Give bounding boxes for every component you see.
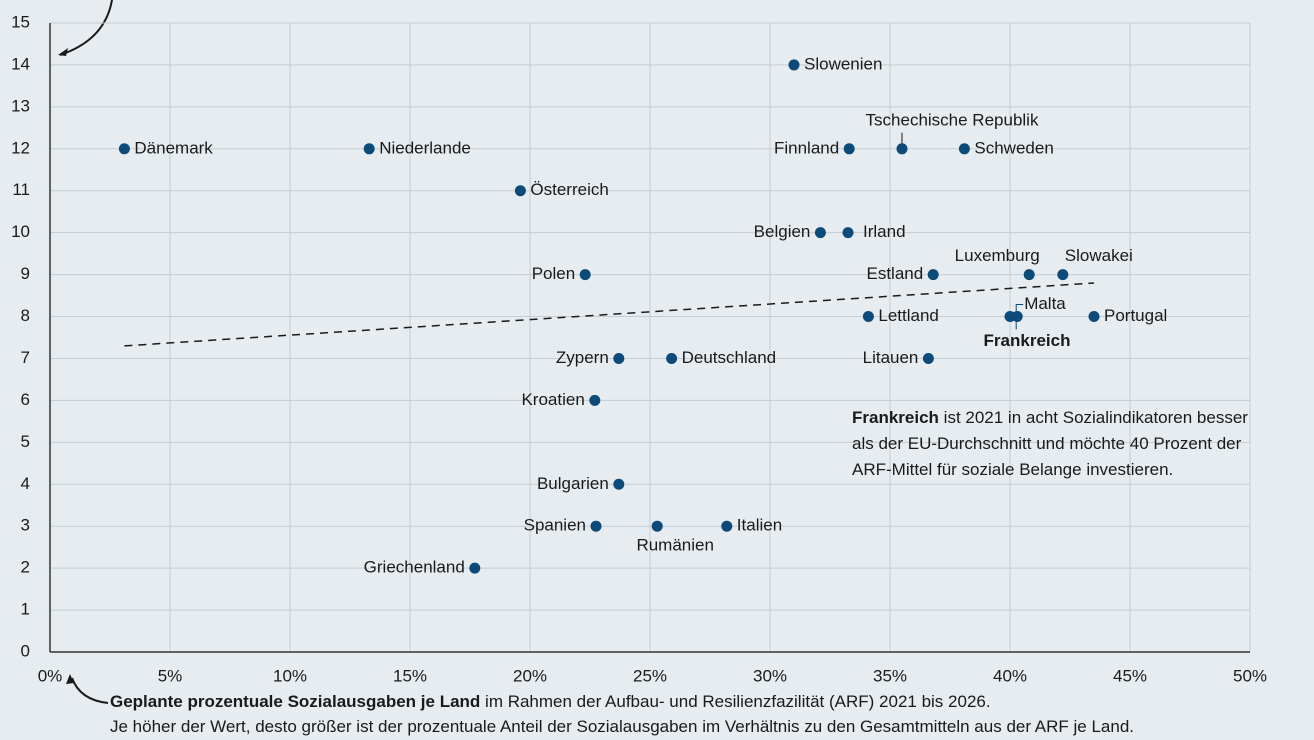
point-label: Litauen <box>863 348 919 367</box>
point <box>721 520 733 532</box>
point <box>1011 311 1023 323</box>
point <box>514 185 526 197</box>
point-label: Tschechische Republik <box>866 110 1039 129</box>
y-tick-label: 10 <box>11 222 30 241</box>
y-tick-label: 3 <box>21 516 30 535</box>
x-tick-label: 30% <box>753 666 787 685</box>
point <box>590 520 602 532</box>
x-tick-label: 40% <box>993 666 1027 685</box>
x-tick-label: 10% <box>273 666 307 685</box>
point-label: Lettland <box>878 306 939 325</box>
point <box>862 311 874 323</box>
point-label: Bulgarien <box>537 474 609 493</box>
point-label: Schweden <box>974 138 1053 157</box>
y-tick-label: 2 <box>21 558 30 577</box>
point <box>118 143 130 155</box>
y-tick-label: 15 <box>11 12 30 31</box>
point <box>363 143 375 155</box>
point <box>1088 311 1100 323</box>
point-label: Polen <box>532 264 575 283</box>
point-label: Griechenland <box>364 558 465 577</box>
point-label: Irland <box>863 222 906 241</box>
point <box>896 143 908 155</box>
point-label: Estland <box>866 264 923 283</box>
point-label: Slowakei <box>1065 246 1133 265</box>
point <box>843 143 855 155</box>
point <box>814 227 826 239</box>
point <box>666 352 678 364</box>
y-tick-label: 8 <box>21 306 30 325</box>
point <box>958 143 970 155</box>
y-tick-label: 6 <box>21 390 30 409</box>
y-tick-label: 13 <box>11 96 30 115</box>
y-tick-label: 9 <box>21 264 30 283</box>
x-tick-label: 20% <box>513 666 547 685</box>
point-label: Luxemburg <box>955 246 1040 265</box>
y-tick-label: 7 <box>21 348 30 367</box>
x-label-line2: Je höher der Wert, desto größer ist der … <box>110 717 1135 736</box>
y-tick-label: 5 <box>21 432 30 451</box>
x-tick-label: 25% <box>633 666 667 685</box>
x-tick-label: 5% <box>158 666 183 685</box>
point <box>613 352 625 364</box>
point-label: Malta <box>1024 294 1066 313</box>
y-tick-label: 0 <box>21 641 30 660</box>
point <box>651 520 663 532</box>
point <box>1057 269 1069 281</box>
point-label: Finnland <box>774 138 839 157</box>
point-label: Deutschland <box>682 348 777 367</box>
point <box>1023 269 1035 281</box>
x-tick-label: 15% <box>393 666 427 685</box>
point-label: Slowenien <box>804 54 882 73</box>
point-label: Kroatien <box>521 390 584 409</box>
point-label: Spanien <box>524 516 586 535</box>
point-label: Belgien <box>754 222 811 241</box>
annotation-text: ist 2021 in acht Sozialindikatoren besse… <box>852 408 1248 479</box>
point <box>842 227 854 239</box>
arrow <box>59 0 113 56</box>
trend-line <box>124 282 1095 347</box>
y-tick-label: 11 <box>12 180 30 199</box>
x-tick-label: 50% <box>1233 666 1267 685</box>
point <box>788 59 800 71</box>
annotation: Frankreich ist 2021 in acht Sozialindika… <box>852 405 1262 483</box>
point-label: Italien <box>737 516 782 535</box>
x-label-text: im Rahmen der Aufbau- und Resilienzfazil… <box>480 692 991 711</box>
arrow <box>71 677 109 704</box>
point-label: Österreich <box>530 180 608 199</box>
arrowhead <box>66 674 74 684</box>
point <box>927 269 939 281</box>
point <box>579 269 591 281</box>
annotation-bold: Frankreich <box>852 408 939 427</box>
x-tick-label: 45% <box>1113 666 1147 685</box>
point <box>613 478 625 490</box>
y-tick-label: 12 <box>11 138 30 157</box>
arrowhead <box>58 48 68 56</box>
y-tick-label: 4 <box>21 474 30 493</box>
point-label: Zypern <box>556 348 609 367</box>
x-tick-label: 35% <box>873 666 907 685</box>
point-label: Dänemark <box>134 138 213 157</box>
point <box>469 562 481 574</box>
point <box>922 352 934 364</box>
y-tick-label: 1 <box>21 600 30 619</box>
y-tick-label: 14 <box>11 54 30 73</box>
x-label: Geplante prozentuale Sozialausgaben je L… <box>110 692 991 712</box>
point-label: Rumänien <box>636 536 714 555</box>
point <box>589 394 601 406</box>
point-label: Niederlande <box>379 138 471 157</box>
x-tick-label: 0% <box>38 666 63 685</box>
point-label: Portugal <box>1104 306 1167 325</box>
x-label-bold: Geplante prozentuale Sozialausgaben je L… <box>110 692 481 711</box>
point-label: Frankreich <box>984 331 1071 350</box>
